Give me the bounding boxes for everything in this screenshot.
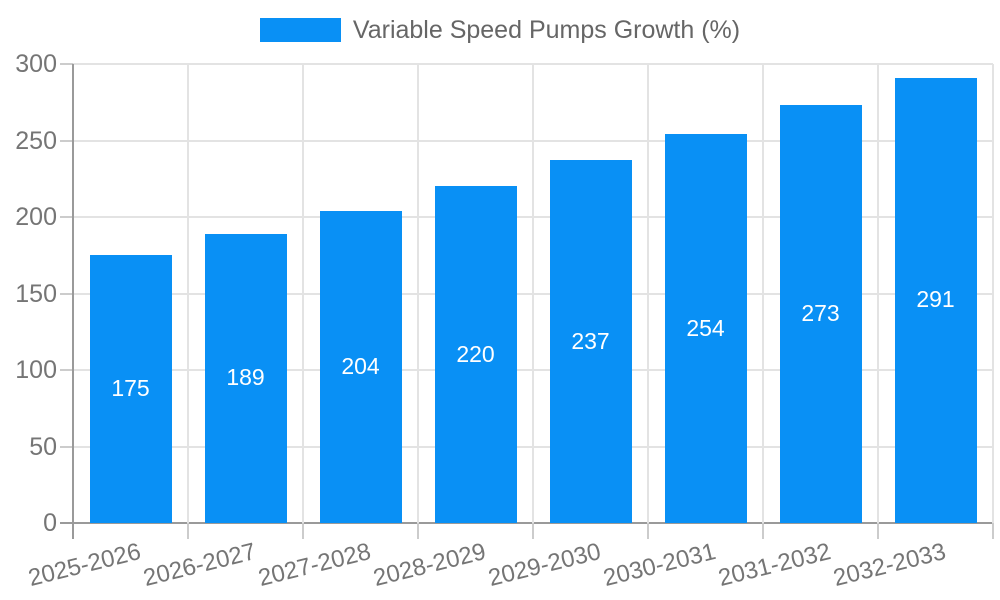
x-gridline	[992, 64, 994, 523]
y-tick-label: 100	[15, 356, 57, 384]
bar[interactable]	[319, 210, 402, 523]
plot-area: 175 189 204 220 237 254 273 291	[60, 63, 994, 539]
y-tick-label: 200	[15, 203, 57, 231]
x-gridline	[417, 64, 419, 523]
x-tick-mark	[302, 523, 304, 539]
x-gridline	[647, 64, 649, 523]
y-tick-mark	[60, 63, 73, 65]
y-tick-mark	[60, 522, 73, 524]
x-gridline	[762, 64, 764, 523]
y-tick-label: 250	[15, 126, 57, 155]
bar[interactable]	[89, 255, 172, 523]
y-tick-mark	[60, 139, 73, 142]
bar[interactable]	[434, 186, 517, 523]
x-tick-mark	[72, 523, 74, 539]
x-tick-mark	[992, 523, 994, 539]
bar[interactable]	[779, 105, 862, 523]
x-gridline	[877, 64, 879, 523]
y-tick-mark	[60, 445, 73, 448]
y-tick-label: 300	[15, 50, 57, 78]
x-tick-mark	[762, 523, 764, 539]
x-gridline	[302, 64, 304, 523]
legend-swatch	[259, 18, 341, 42]
y-tick-mark	[60, 216, 73, 218]
x-gridline	[72, 64, 74, 523]
y-tick-label: 0	[43, 509, 57, 537]
y-tick-label: 50	[29, 432, 57, 461]
bar[interactable]	[204, 233, 287, 523]
bar[interactable]	[894, 77, 977, 523]
legend-item[interactable]: Variable Speed Pumps Growth (%)	[0, 16, 1000, 44]
bar[interactable]	[664, 134, 747, 523]
x-tick-mark	[647, 523, 649, 539]
x-gridline	[187, 64, 189, 523]
y-tick-label: 150	[15, 279, 57, 308]
y-gridline	[73, 63, 993, 65]
x-gridline	[532, 64, 534, 523]
y-tick-mark	[60, 369, 73, 371]
legend-label: Variable Speed Pumps Growth (%)	[352, 16, 741, 44]
bar[interactable]	[549, 160, 632, 523]
x-tick-mark	[877, 523, 879, 539]
x-tick-mark	[187, 523, 189, 539]
x-tick-mark	[417, 523, 419, 539]
y-tick-mark	[60, 292, 73, 295]
x-tick-mark	[532, 523, 534, 539]
